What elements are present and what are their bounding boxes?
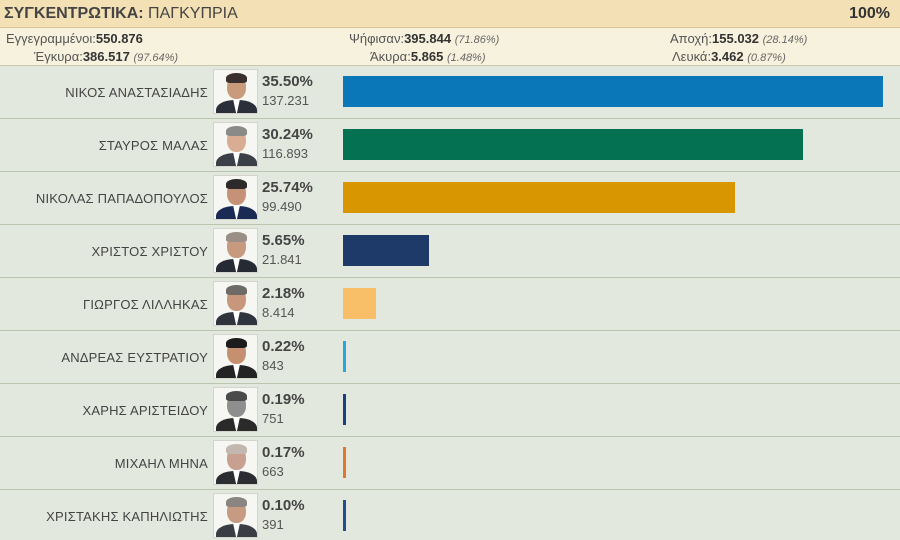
candidate-percentage: 0.17% [262, 444, 305, 461]
candidate-row: ΑΝΔΡΕΑΣ ΕΥΣΤΡΑΤΙΟΥ 0.22% 843 [0, 331, 900, 384]
candidate-vote-bar [343, 500, 346, 531]
candidate-photo [213, 387, 258, 432]
stat-abstention-value: 155.032 [712, 31, 760, 46]
candidate-percentage: 5.65% [262, 232, 305, 249]
candidate-row: ΓΙΩΡΓΟΣ ΛΙΛΛΗΚΑΣ 2.18% 8.414 [0, 278, 900, 331]
candidate-vote-bar [343, 394, 346, 425]
stat-valid-value: 386.517 [82, 49, 130, 64]
candidate-name: ΧΑΡΗΣ ΑΡΙΣΤΕΙΔΟΥ [82, 402, 208, 418]
candidate-name: ΝΙΚΟΛΑΣ ΠΑΠΑΔΟΠΟΥΛΟΣ [35, 190, 208, 206]
candidate-percentage: 25.74% [262, 179, 313, 196]
candidate-row: ΝΙΚΟΛΑΣ ΠΑΠΑΔΟΠΟΥΛΟΣ 25.74% 99.490 [0, 172, 900, 225]
candidate-votes: 8.414 [262, 305, 295, 320]
candidate-vote-bar [343, 341, 346, 372]
candidate-percentage: 0.19% [262, 391, 305, 408]
candidate-votes: 116.893 [262, 146, 309, 161]
candidate-vote-bar [343, 288, 376, 319]
candidate-vote-bar [343, 182, 735, 213]
candidate-votes: 137.231 [262, 93, 309, 108]
stat-voted-label: Ψήφισαν: [349, 31, 405, 46]
stat-abstention: Αποχή:155.032 (28.14%) [670, 31, 807, 46]
candidate-row: ΣΤΑΥΡΟΣ ΜΑΛΑΣ 30.24% 116.893 [0, 119, 900, 172]
candidate-votes: 843 [262, 358, 284, 373]
stat-abstention-pct: (28.14%) [762, 34, 808, 46]
stat-invalid-label: Άκυρα: [370, 49, 411, 64]
candidate-row: ΧΡΙΣΤΟΣ ΧΡΙΣΤΟΥ 5.65% 21.841 [0, 225, 900, 278]
candidate-percentage: 2.18% [262, 285, 305, 302]
candidate-name: ΓΙΩΡΓΟΣ ΛΙΛΛΗΚΑΣ [83, 296, 208, 312]
candidate-votes: 99.490 [262, 199, 302, 214]
candidate-percentage: 0.10% [262, 497, 305, 514]
stat-registered: Εγγεγραμμένοι:550.876 [6, 31, 143, 46]
candidate-vote-bar [343, 76, 883, 107]
candidate-vote-bar [343, 235, 429, 266]
stat-abstention-label: Αποχή: [670, 31, 713, 46]
stat-valid-label: Έγκυρα: [34, 49, 83, 64]
candidate-photo [213, 440, 258, 485]
candidate-photo [213, 69, 258, 114]
candidate-vote-bar [343, 129, 803, 160]
candidate-photo [213, 122, 258, 167]
header-title: ΣΥΓΚΕΝΤΡΩΤΙΚΑ: ΠΑΓΚΥΠΡΙΑ [4, 5, 238, 23]
candidate-row: ΜΙΧΑΗΛ ΜΗΝΑ 0.17% 663 [0, 437, 900, 490]
stat-invalid-value: 5.865 [410, 49, 444, 64]
stat-blank: Λευκά:3.462 (0.87%) [672, 49, 786, 64]
candidate-percentage: 35.50% [262, 73, 313, 90]
candidate-name: ΝΙΚΟΣ ΑΝΑΣΤΑΣΙΑΔΗΣ [65, 84, 208, 100]
candidate-name: ΧΡΙΣΤΑΚΗΣ ΚΑΠΗΛΙΩΤΗΣ [46, 508, 208, 524]
candidate-votes: 391 [262, 517, 284, 532]
stat-voted: Ψήφισαν:395.844 (71.86%) [349, 31, 499, 46]
candidate-photo [213, 175, 258, 220]
stat-voted-value: 395.844 [404, 31, 452, 46]
turnout-stats: Εγγεγραμμένοι:550.876 Ψήφισαν:395.844 (7… [0, 28, 900, 66]
header-region: ΠΑΓΚΥΠΡΙΑ [143, 5, 238, 22]
candidate-row: ΧΡΙΣΤΑΚΗΣ ΚΑΠΗΛΙΩΤΗΣ 0.10% 391 [0, 490, 900, 540]
candidate-photo [213, 281, 258, 326]
stat-invalid: Άκυρα:5.865 (1.48%) [370, 49, 486, 64]
stat-registered-label: Εγγεγραμμένοι: [6, 31, 96, 46]
candidate-percentage: 0.22% [262, 338, 305, 355]
candidate-vote-bar [343, 447, 346, 478]
candidate-votes: 663 [262, 464, 284, 479]
candidate-name: ΑΝΔΡΕΑΣ ΕΥΣΤΡΑΤΙΟΥ [61, 349, 208, 365]
candidate-row: ΧΑΡΗΣ ΑΡΙΣΤΕΙΔΟΥ 0.19% 751 [0, 384, 900, 437]
candidate-name: ΜΙΧΑΗΛ ΜΗΝΑ [114, 455, 208, 471]
stat-registered-value: 550.876 [95, 31, 143, 46]
candidate-name: ΣΤΑΥΡΟΣ ΜΑΛΑΣ [98, 137, 208, 153]
candidate-votes: 751 [262, 411, 284, 426]
stat-voted-pct: (71.86%) [454, 34, 500, 46]
stat-valid-pct: (97.64%) [133, 52, 179, 64]
stat-blank-label: Λευκά: [672, 49, 712, 64]
results-header: ΣΥΓΚΕΝΤΡΩΤΙΚΑ: ΠΑΓΚΥΠΡΙΑ 100% [0, 0, 900, 28]
candidate-name: ΧΡΙΣΤΟΣ ΧΡΙΣΤΟΥ [91, 243, 208, 259]
stat-blank-value: 3.462 [711, 49, 744, 64]
counted-percentage: 100% [849, 5, 890, 22]
candidate-percentage: 30.24% [262, 126, 313, 143]
candidate-photo [213, 334, 258, 379]
header-title-label: ΣΥΓΚΕΝΤΡΩΤΙΚΑ: [4, 5, 144, 22]
candidate-photo [213, 493, 258, 538]
stat-valid: Έγκυρα:386.517 (97.64%) [34, 49, 178, 64]
stat-blank-pct: (0.87%) [747, 52, 786, 64]
stat-invalid-pct: (1.48%) [446, 52, 486, 64]
candidate-votes: 21.841 [262, 252, 302, 267]
candidate-photo [213, 228, 258, 273]
candidate-row: ΝΙΚΟΣ ΑΝΑΣΤΑΣΙΑΔΗΣ 35.50% 137.231 [0, 66, 900, 119]
